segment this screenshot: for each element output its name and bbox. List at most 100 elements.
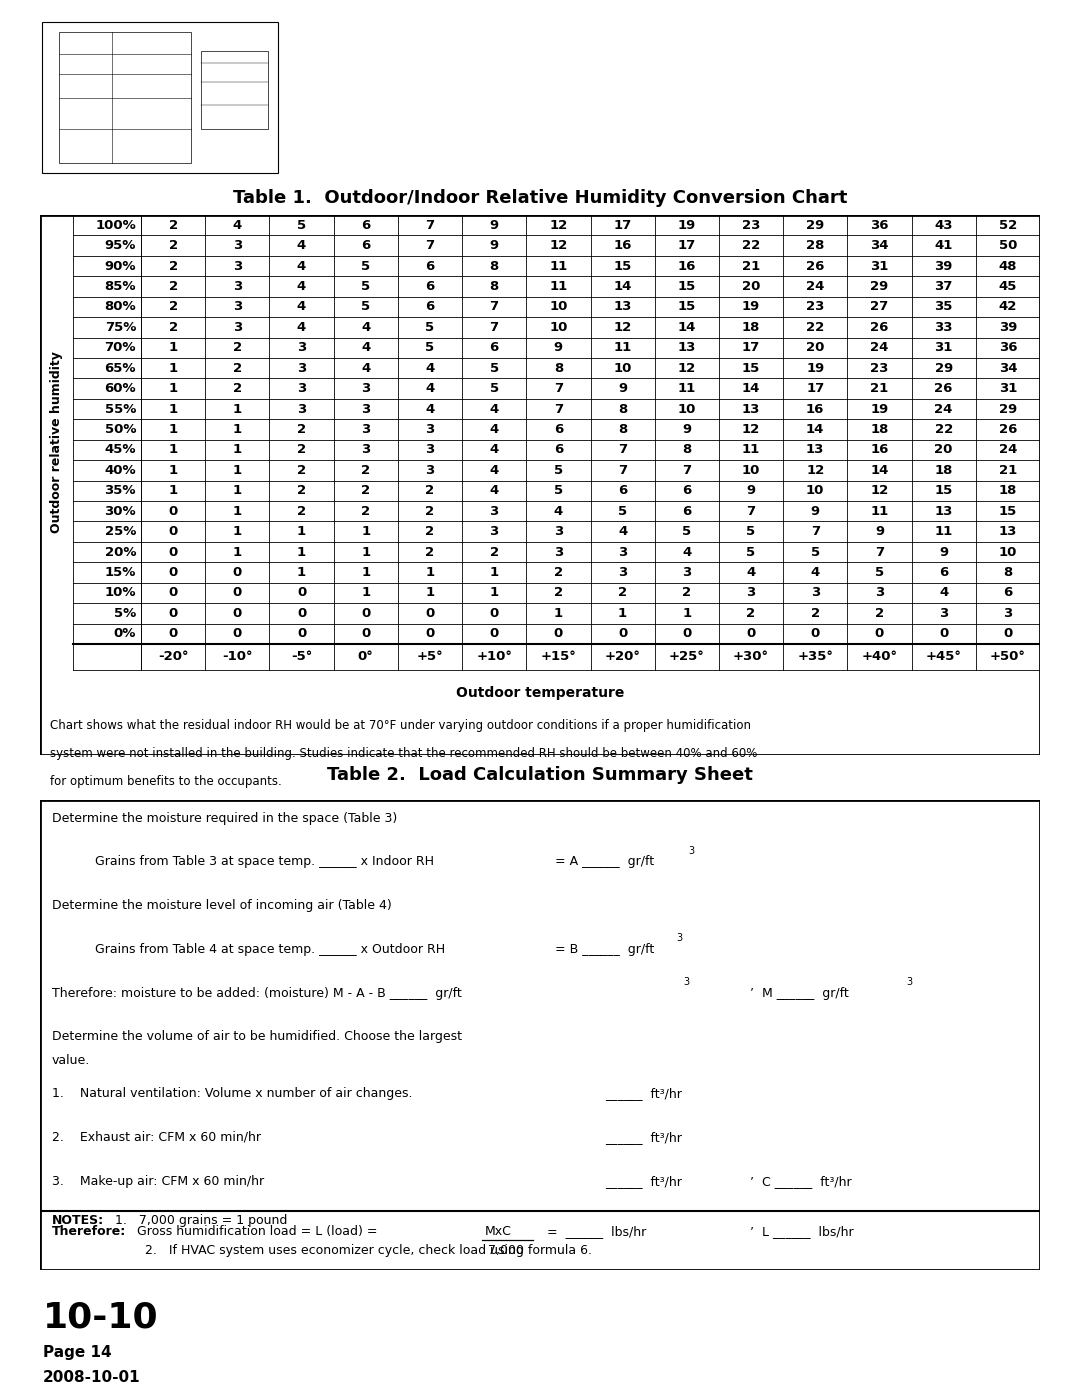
- Text: 0: 0: [168, 525, 178, 538]
- Text: 15: 15: [677, 300, 696, 313]
- Text: 13: 13: [806, 443, 824, 457]
- Text: 3: 3: [676, 933, 683, 943]
- Text: 3: 3: [426, 443, 434, 457]
- Text: 2: 2: [297, 423, 306, 436]
- Text: 3: 3: [297, 362, 306, 374]
- Text: ’  M ______  gr/ft: ’ M ______ gr/ft: [750, 986, 849, 1000]
- Text: 2: 2: [297, 504, 306, 518]
- Text: ______  ft³/hr: ______ ft³/hr: [605, 1087, 681, 1099]
- Text: 6: 6: [1003, 587, 1013, 599]
- Text: 1: 1: [233, 525, 242, 538]
- Text: 7: 7: [489, 300, 499, 313]
- Text: 11: 11: [677, 383, 696, 395]
- Text: 3: 3: [554, 546, 563, 559]
- Text: Outdoor temperature: Outdoor temperature: [456, 686, 624, 700]
- Text: 1: 1: [361, 546, 370, 559]
- Text: 1: 1: [233, 464, 242, 476]
- Bar: [201, 52, 268, 129]
- Text: 9: 9: [746, 485, 756, 497]
- Text: 5: 5: [426, 341, 434, 355]
- Text: 10: 10: [550, 321, 568, 334]
- Text: 2: 2: [168, 239, 178, 251]
- Text: 8: 8: [618, 423, 627, 436]
- Text: Grains from Table 3 at space temp. ______ x Indoor RH: Grains from Table 3 at space temp. _____…: [95, 855, 434, 869]
- Text: 60%: 60%: [105, 383, 136, 395]
- Text: 3: 3: [232, 239, 242, 251]
- Text: 1: 1: [618, 606, 627, 620]
- Text: 80%: 80%: [105, 300, 136, 313]
- Text: 6: 6: [554, 443, 563, 457]
- Text: 35%: 35%: [105, 485, 136, 497]
- Text: 4: 4: [426, 383, 434, 395]
- Text: 24: 24: [806, 279, 824, 293]
- Text: 5: 5: [875, 566, 885, 578]
- Text: 9: 9: [940, 546, 948, 559]
- Text: 14: 14: [677, 321, 696, 334]
- Text: 4: 4: [683, 546, 691, 559]
- Text: 9: 9: [811, 504, 820, 518]
- Text: 2: 2: [297, 443, 306, 457]
- Text: 2: 2: [233, 362, 242, 374]
- Text: 0: 0: [168, 546, 178, 559]
- Text: = B ______  gr/ft: = B ______ gr/ft: [555, 943, 654, 956]
- Text: 95%: 95%: [105, 239, 136, 251]
- Text: 21: 21: [999, 464, 1017, 476]
- Text: 2: 2: [875, 606, 885, 620]
- Text: 3: 3: [489, 504, 499, 518]
- Text: 6: 6: [361, 219, 370, 232]
- Text: 1: 1: [297, 566, 306, 578]
- Text: 7: 7: [618, 443, 627, 457]
- Text: 2: 2: [426, 504, 434, 518]
- Text: 4: 4: [426, 362, 434, 374]
- Text: 0: 0: [232, 566, 242, 578]
- Text: 48: 48: [999, 260, 1017, 272]
- Text: 3: 3: [297, 341, 306, 355]
- Text: 15: 15: [742, 362, 760, 374]
- Text: 14: 14: [613, 279, 632, 293]
- Text: 7: 7: [554, 383, 563, 395]
- Text: 0: 0: [168, 587, 178, 599]
- Text: 1: 1: [361, 566, 370, 578]
- Text: 0: 0: [811, 627, 820, 640]
- Text: 19: 19: [806, 362, 824, 374]
- Text: 26: 26: [870, 321, 889, 334]
- Text: 1: 1: [233, 423, 242, 436]
- Text: 8: 8: [554, 362, 563, 374]
- Text: 5: 5: [426, 321, 434, 334]
- Text: 25%: 25%: [105, 525, 136, 538]
- Text: 17: 17: [806, 383, 824, 395]
- Text: 5: 5: [361, 279, 370, 293]
- Text: 5: 5: [746, 546, 756, 559]
- Text: Grains from Table 4 at space temp. ______ x Outdoor RH: Grains from Table 4 at space temp. _____…: [95, 943, 445, 956]
- Text: 2: 2: [683, 587, 691, 599]
- Text: 0: 0: [683, 627, 691, 640]
- Text: 5%: 5%: [113, 606, 136, 620]
- Text: 9: 9: [875, 525, 885, 538]
- Text: 2: 2: [811, 606, 820, 620]
- Text: 4: 4: [554, 504, 563, 518]
- Text: 36: 36: [999, 341, 1017, 355]
- Text: 13: 13: [934, 504, 953, 518]
- Text: 1: 1: [426, 587, 434, 599]
- Text: 0: 0: [361, 627, 370, 640]
- Text: 18: 18: [999, 485, 1017, 497]
- Text: 1: 1: [489, 566, 499, 578]
- Text: 7,000: 7,000: [488, 1243, 524, 1257]
- Text: 3: 3: [361, 423, 370, 436]
- Text: 6: 6: [489, 341, 499, 355]
- Text: 14: 14: [742, 383, 760, 395]
- Text: 3: 3: [232, 279, 242, 293]
- Text: 2: 2: [297, 485, 306, 497]
- Text: 1: 1: [426, 566, 434, 578]
- Text: NOTES:: NOTES:: [52, 1214, 104, 1227]
- Text: 8: 8: [683, 443, 691, 457]
- Text: 29: 29: [999, 402, 1017, 415]
- Text: 16: 16: [677, 260, 696, 272]
- Text: 2: 2: [618, 587, 627, 599]
- Text: 5: 5: [361, 300, 370, 313]
- Text: 6: 6: [426, 300, 434, 313]
- Text: 31: 31: [934, 341, 953, 355]
- Text: 4: 4: [746, 566, 756, 578]
- Text: 3: 3: [875, 587, 885, 599]
- Text: 1: 1: [554, 606, 563, 620]
